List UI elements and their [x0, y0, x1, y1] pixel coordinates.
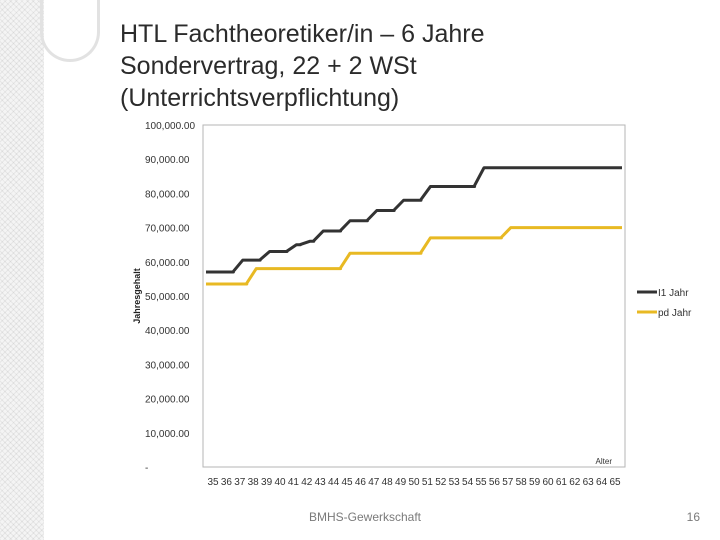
plot-area-border — [202, 124, 626, 468]
x-tick-label: 60 — [542, 477, 554, 488]
page-number: 16 — [686, 510, 700, 524]
x-tick-label: 51 — [422, 477, 434, 488]
x-tick-label: 57 — [502, 477, 514, 488]
x-tick-label: 65 — [609, 477, 621, 488]
x-tick-label: 40 — [274, 477, 286, 488]
x-tick-label: 37 — [234, 477, 246, 488]
y-tick-label: 40,000.00 — [145, 326, 190, 337]
x-tick-label: 61 — [556, 477, 568, 488]
x-tick-label: 36 — [221, 477, 233, 488]
x-tick-label: 42 — [301, 477, 313, 488]
x-tick-label: 58 — [516, 477, 528, 488]
title-line-3: (Unterrichtsverpflichtung) — [120, 84, 400, 112]
y-tick-label: 20,000.00 — [145, 395, 190, 406]
y-tick-label: 80,000.00 — [145, 189, 190, 200]
x-axis-label: Alter — [596, 457, 613, 466]
y-tick-label: 100,000.00 — [145, 121, 195, 132]
x-tick-label: 45 — [341, 477, 353, 488]
y-tick-label: 50,000.00 — [145, 292, 190, 303]
x-tick-label: 55 — [475, 477, 487, 488]
title-line-1: HTL Fachtheoretiker/in – 6 Jahre — [120, 20, 485, 48]
footer-text: BMHS-Gewerkschaft — [308, 510, 422, 524]
y-tick-label: - — [145, 463, 148, 474]
x-tick-label: 35 — [207, 477, 219, 488]
x-tick-label: 53 — [449, 477, 461, 488]
x-tick-label: 56 — [489, 477, 501, 488]
decorative-left-band — [0, 0, 44, 540]
y-tick-label: 10,000.00 — [145, 429, 190, 440]
x-tick-label: 39 — [261, 477, 273, 488]
x-tick-label: 49 — [395, 477, 407, 488]
x-tick-label: 64 — [596, 477, 608, 488]
x-tick-label: 54 — [462, 477, 474, 488]
x-tick-label: 41 — [288, 477, 300, 488]
series-line-i1-jahr — [206, 166, 622, 274]
x-tick-label: 38 — [248, 477, 260, 488]
x-tick-label: 43 — [315, 477, 327, 488]
title-line-2: Sondervertrag, 22 + 2 WSt — [120, 52, 417, 80]
x-tick-label: 46 — [355, 477, 367, 488]
x-tick-label: 44 — [328, 477, 340, 488]
x-tick-label: 48 — [382, 477, 394, 488]
x-tick-label: 63 — [583, 477, 595, 488]
legend-label-pd-jahr: pd Jahr — [658, 308, 692, 319]
decorative-corner-ring — [40, 0, 100, 62]
legend-label-i1-jahr: I1 Jahr — [658, 288, 689, 299]
y-tick-label: 90,000.00 — [145, 155, 190, 166]
x-tick-label: 47 — [368, 477, 380, 488]
y-tick-label: 70,000.00 — [145, 224, 190, 235]
x-tick-label: 52 — [435, 477, 447, 488]
y-axis-label: Jahresgehalt — [132, 268, 142, 324]
y-tick-label: 60,000.00 — [145, 258, 190, 269]
x-tick-label: 59 — [529, 477, 541, 488]
x-tick-label: 50 — [408, 477, 420, 488]
x-tick-label: 62 — [569, 477, 581, 488]
series-line-pd-jahr — [206, 226, 622, 286]
slide-title: HTL Fachtheoretiker/in – 6 Jahre Sonderv… — [120, 18, 680, 114]
y-tick-label: 30,000.00 — [145, 360, 190, 371]
